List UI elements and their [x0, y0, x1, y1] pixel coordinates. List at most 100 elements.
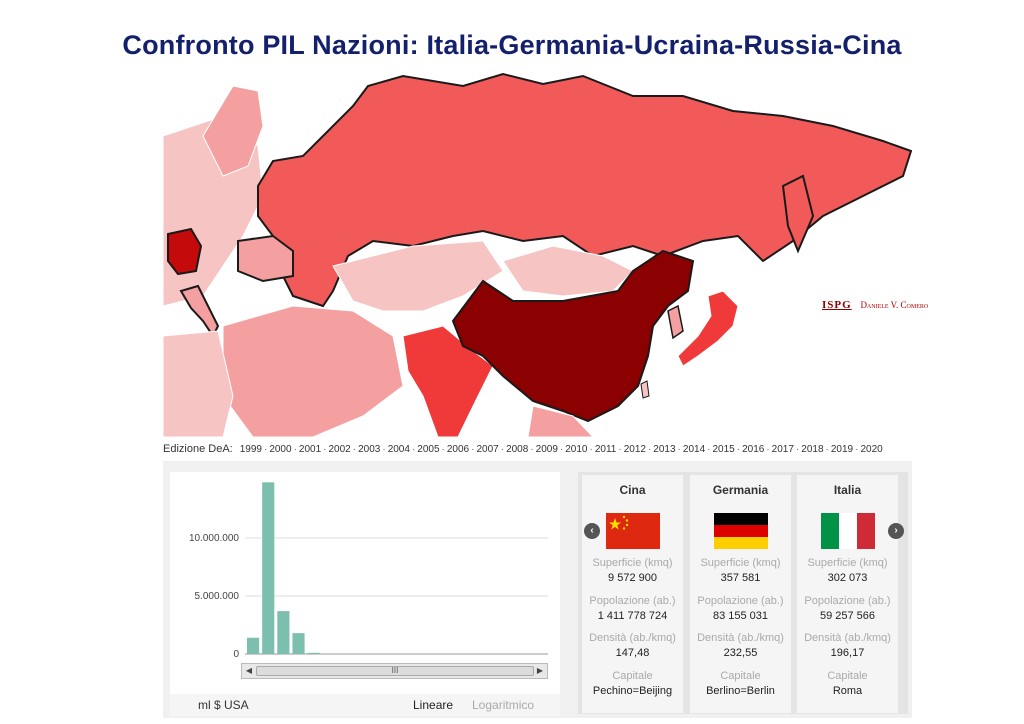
year-separator: · [471, 444, 475, 455]
histogram-bar[interactable] [307, 652, 320, 654]
superficie-value: 302 073 [827, 572, 868, 584]
scale-linear-button[interactable]: Lineare [413, 698, 454, 712]
scale-log-button[interactable]: Logaritmico [472, 698, 535, 712]
scroll-left-icon[interactable]: ◀ [245, 666, 253, 675]
map-region-mongolia [502, 245, 634, 297]
year-separator: · [263, 444, 268, 455]
popolazione-value: 59 257 566 [819, 610, 876, 622]
y-tick-label: 0 [233, 649, 239, 660]
year-link-2004[interactable]: 2004 [387, 444, 410, 455]
year-separator: · [530, 444, 534, 455]
popolazione-value: 1 411 778 724 [597, 610, 668, 622]
world-map[interactable] [163, 66, 912, 437]
year-link-2003[interactable]: 2003 [358, 444, 381, 455]
densita-label: Densità (ab./kmq) [589, 632, 676, 644]
year-separator: · [736, 444, 741, 455]
year-link-2009[interactable]: 2009 [535, 444, 558, 455]
map-region-china [451, 249, 695, 423]
year-separator: · [559, 444, 564, 455]
year-link-2012[interactable]: 2012 [623, 444, 646, 455]
year-link-2000[interactable]: 2000 [269, 444, 292, 455]
country-card-italia: Italia Superficie (kmq) 302 073 Popolazi… [797, 475, 898, 713]
map-region-germany [167, 227, 203, 276]
y-tick-label: 5.000.000 [195, 591, 240, 602]
year-separator: · [441, 444, 445, 455]
year-link-2016[interactable]: 2016 [742, 444, 765, 455]
year-link-1999[interactable]: 1999 [239, 444, 262, 455]
year-link-2005[interactable]: 2005 [417, 444, 440, 455]
year-link-2018[interactable]: 2018 [801, 444, 824, 455]
scroll-right-icon[interactable]: ▶ [536, 666, 544, 675]
popolazione-label: Popolazione (ab.) [589, 595, 676, 607]
italy-flag-icon [821, 513, 875, 549]
histogram-bar[interactable] [262, 482, 275, 654]
germany-flag-icon [714, 513, 768, 549]
histogram-bar[interactable] [292, 633, 305, 654]
superficie-label: Superficie (kmq) [592, 557, 673, 569]
popolazione-label: Popolazione (ab.) [697, 595, 784, 607]
superficie-value: 9 572 900 [608, 572, 657, 584]
scroll-thumb[interactable]: III [256, 666, 534, 676]
year-link-2001[interactable]: 2001 [298, 444, 322, 455]
densita-value: 147,48 [615, 647, 650, 659]
map-region-japan [677, 290, 739, 367]
unit-label: ml $ USA [198, 698, 249, 712]
capitale-value: Berlino=Berlin [706, 685, 775, 697]
gdp-histogram: 0 5.000.000 10.000.000 [170, 472, 560, 694]
year-link-2017[interactable]: 2017 [771, 444, 794, 455]
superficie-label: Superficie (kmq) [700, 557, 781, 569]
edition-timeline: Edizione DeA: 1999 · 2000 · 2001 · 2002 · 2003 · 20… [163, 443, 912, 459]
capitale-value: Pechino=Beijing [592, 685, 673, 697]
y-tick-label: 10.000.000 [189, 533, 239, 544]
year-link-2015[interactable]: 2015 [712, 444, 735, 455]
histogram-bar[interactable] [277, 611, 290, 654]
page-title: Confronto PIL Nazioni: Italia-Germania-U… [122, 30, 902, 60]
country-name: Germania [712, 483, 769, 497]
country-card-germania: Germania Superficie (kmq) 357 581 Popola… [690, 475, 791, 713]
histogram-scrollbar[interactable]: ◀ III ▶ [241, 663, 548, 679]
year-separator: · [352, 444, 357, 455]
map-region-ukraine [237, 234, 294, 283]
year-link-2020[interactable]: 2020 [860, 444, 883, 455]
histogram-bar[interactable] [247, 637, 260, 654]
year-separator: · [825, 444, 829, 455]
year-link-2008[interactable]: 2008 [506, 444, 529, 455]
year-separator: · [500, 444, 505, 455]
year-separator: · [766, 444, 770, 455]
capitale-value: Roma [832, 685, 863, 697]
year-link-2011[interactable]: 2011 [594, 444, 617, 455]
densita-value: 196,17 [830, 647, 865, 659]
year-separator: · [382, 444, 386, 455]
year-separator: · [293, 444, 297, 455]
capitale-label: Capitale [827, 670, 868, 682]
year-link-2002[interactable]: 2002 [328, 444, 351, 455]
year-link-2013[interactable]: 2013 [653, 444, 676, 455]
map-region-southeast-asia [527, 405, 594, 437]
map-region-india [402, 325, 494, 437]
next-country-icon[interactable]: › [888, 523, 904, 539]
superficie-label: Superficie (kmq) [807, 557, 888, 569]
country-name: Italia [833, 483, 862, 497]
year-link-2014[interactable]: 2014 [682, 444, 706, 455]
watermark-author: Daniele V. Comero [860, 300, 929, 310]
watermark-brand: ISPG [822, 299, 852, 311]
map-region-middle-east [222, 305, 404, 437]
year-separator: · [589, 444, 593, 455]
year-link-2006[interactable]: 2006 [446, 444, 470, 455]
densita-label: Densità (ab./kmq) [804, 632, 891, 644]
popolazione-label: Popolazione (ab.) [804, 595, 891, 607]
year-link-2010[interactable]: 2010 [565, 444, 588, 455]
country-name: Cina [619, 483, 646, 497]
densita-label: Densità (ab./kmq) [697, 632, 784, 644]
year-separator: · [795, 444, 800, 455]
year-link-2019[interactable]: 2019 [830, 444, 854, 455]
country-card-cina: Cina Superficie (kmq) 9 572 900 Popolazi… [582, 475, 683, 713]
ispg-watermark: ISPG Daniele V. Comero [822, 299, 928, 311]
prev-country-icon[interactable]: ‹ [584, 523, 600, 539]
year-separator: · [618, 444, 622, 455]
histogram-svg: 0 5.000.000 10.000.000 [189, 482, 548, 660]
year-link-2007[interactable]: 2007 [476, 444, 499, 455]
map-region-africa [163, 330, 234, 437]
year-separator: · [707, 444, 711, 455]
year-separator: · [323, 444, 327, 455]
